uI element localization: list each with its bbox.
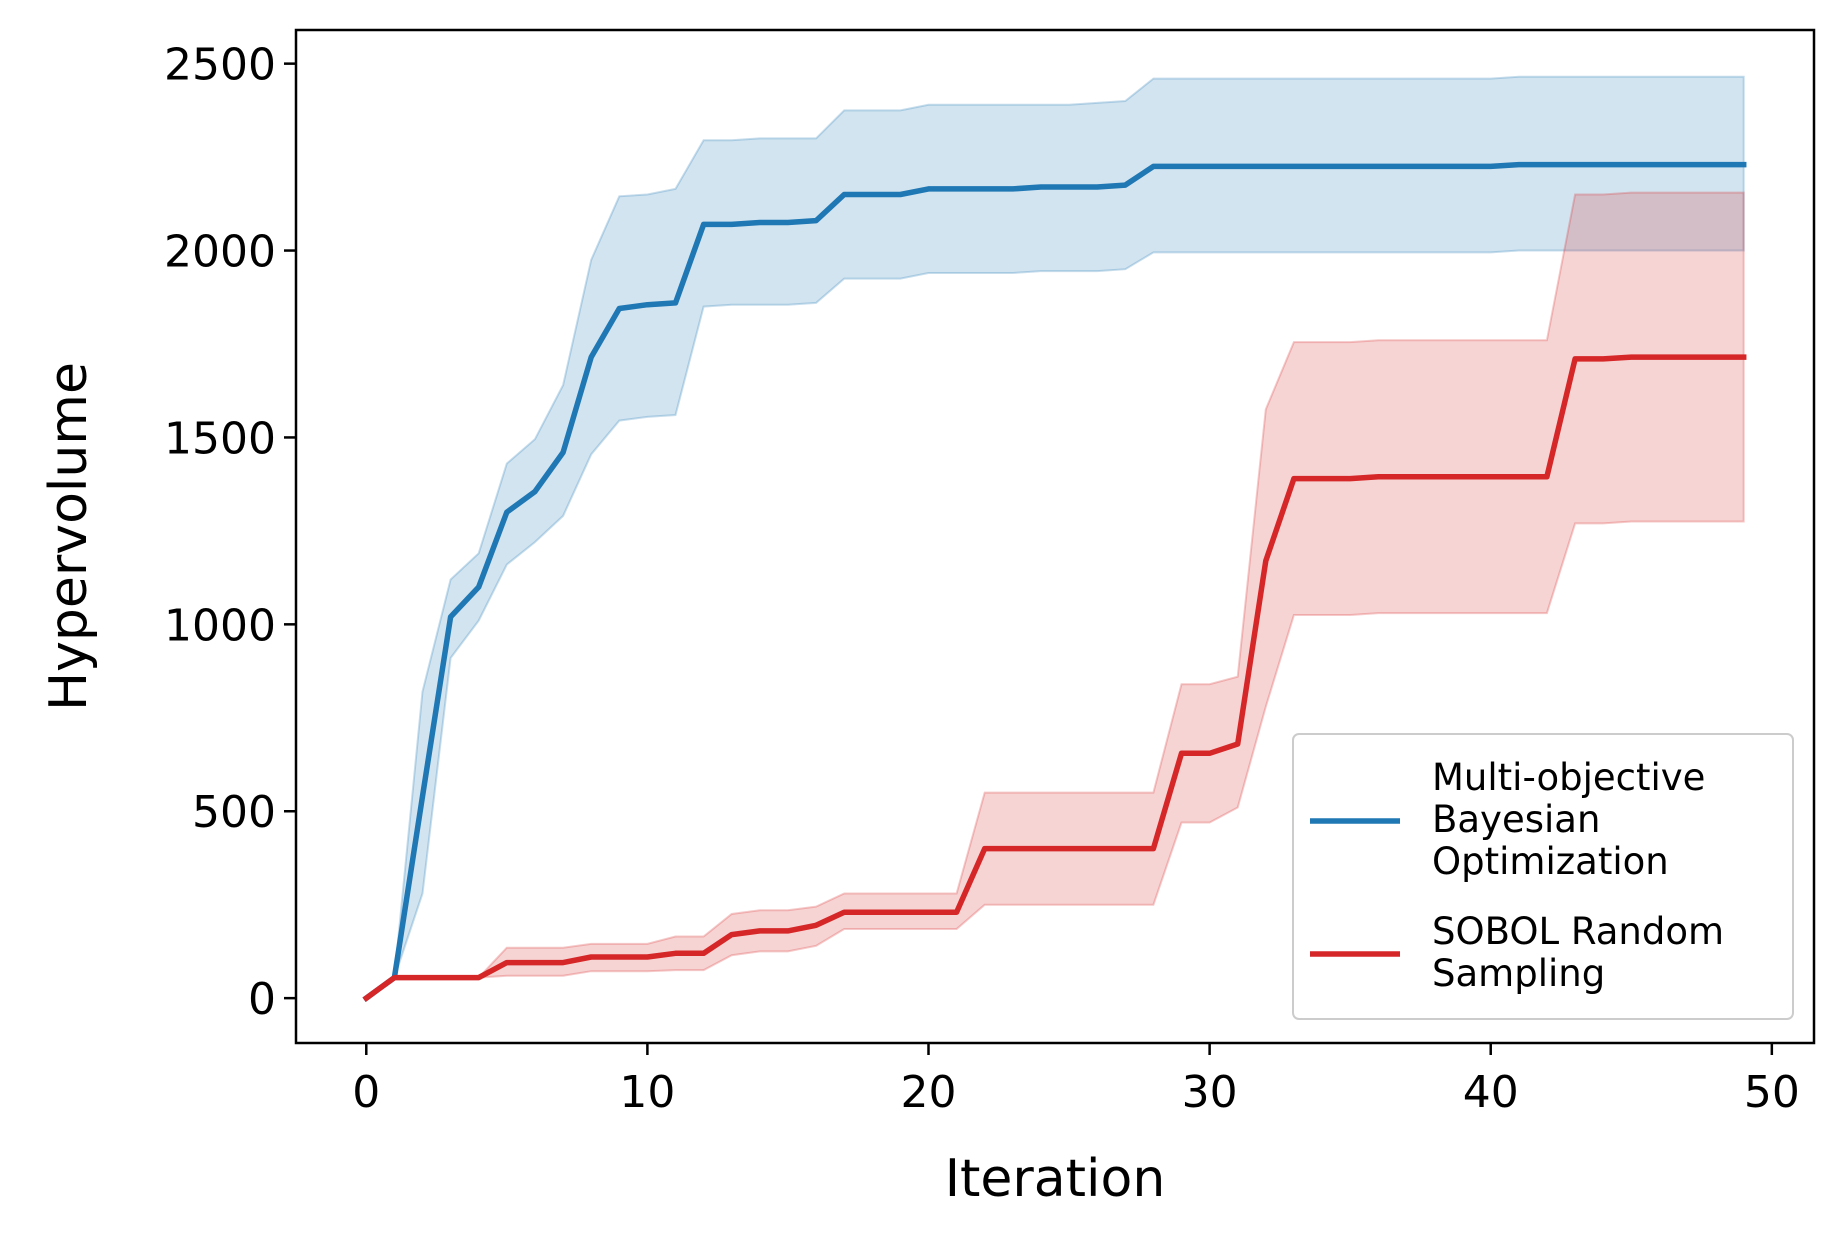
x-tick-label: 30 bbox=[1182, 1067, 1238, 1118]
plot-frame bbox=[294, 28, 1816, 1045]
legend-entry-0: Multi-objective Bayesian Optimization bbox=[1432, 756, 1705, 883]
y-tick-label: 0 bbox=[248, 974, 276, 1025]
x-tick-label: 40 bbox=[1463, 1067, 1519, 1118]
legend: Multi-objective Bayesian Optimization SOBOL… bbox=[1292, 733, 1794, 1020]
legend-entry-line: Optimization bbox=[1432, 840, 1669, 883]
y-tick-label: 2000 bbox=[164, 227, 276, 278]
y-tick-label: 1000 bbox=[164, 600, 276, 651]
legend-entry-line: Bayesian bbox=[1432, 798, 1600, 841]
x-axis-ticks: 0 10 20 30 40 50 bbox=[352, 1043, 1800, 1118]
legend-entry-1: SOBOL Random Sampling bbox=[1432, 910, 1724, 995]
legend-entry-line: SOBOL Random bbox=[1432, 910, 1724, 953]
x-tick-label: 50 bbox=[1744, 1067, 1800, 1118]
x-axis-label: Iteration bbox=[945, 1149, 1166, 1209]
y-tick-label: 2500 bbox=[164, 40, 276, 91]
y-axis-label: Hypervolume bbox=[39, 362, 99, 711]
legend-entry-line: Sampling bbox=[1432, 952, 1605, 995]
series-1-line bbox=[362, 354, 1747, 1002]
legend-entry-line: Multi-objective bbox=[1432, 756, 1705, 799]
y-tick-label: 1500 bbox=[164, 413, 276, 464]
series-lines bbox=[362, 161, 1747, 1002]
legend-box bbox=[1292, 733, 1794, 1020]
x-tick-label: 0 bbox=[352, 1067, 380, 1118]
x-tick-label: 20 bbox=[901, 1067, 957, 1118]
y-axis-ticks: 0 500 1000 1500 2000 2500 bbox=[164, 40, 296, 1025]
x-tick-label: 10 bbox=[619, 1067, 675, 1118]
series-0-line bbox=[362, 161, 1747, 1002]
y-tick-label: 500 bbox=[192, 787, 276, 838]
